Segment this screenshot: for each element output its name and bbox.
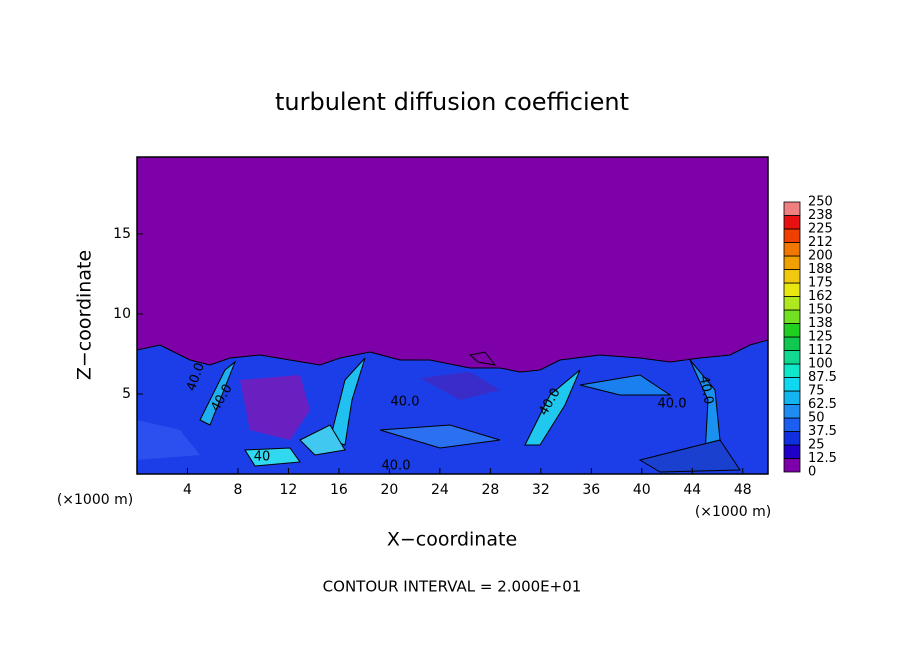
x-tick-label: 24 xyxy=(431,482,449,498)
contour-label: 40 xyxy=(254,450,271,465)
colorbar-label: 188 xyxy=(808,262,833,277)
colorbar-label: 62.5 xyxy=(808,397,837,412)
colorbar-label: 112 xyxy=(808,343,833,358)
colorbar-box xyxy=(783,323,801,338)
colorbar-label: 125 xyxy=(808,330,833,345)
field-region xyxy=(137,420,200,460)
colorbar-label: 212 xyxy=(808,235,833,250)
colorbar-box xyxy=(783,377,801,392)
colorbar-box xyxy=(783,228,801,243)
colorbar-label: 200 xyxy=(808,249,833,264)
y-tick-label: 10 xyxy=(113,306,131,322)
x-tick-label: 16 xyxy=(330,482,348,498)
colorbar-box xyxy=(783,269,801,284)
colorbar-label: 225 xyxy=(808,222,833,237)
colorbar-box xyxy=(783,215,801,230)
field-streak xyxy=(199,360,237,426)
field-streak xyxy=(244,447,301,467)
colorbar-label: 50 xyxy=(808,411,825,426)
colorbar-box xyxy=(783,363,801,378)
x-unit-label: (×1000 m) xyxy=(57,492,133,508)
colorbar-box xyxy=(783,417,801,432)
field-streak xyxy=(579,374,672,396)
colorbar-label: 162 xyxy=(808,289,833,304)
x-tick-label: 28 xyxy=(481,482,499,498)
colorbar-label: 0 xyxy=(808,465,816,480)
x-tick-label: 40 xyxy=(633,482,651,498)
contour-label: 40.0 xyxy=(382,459,411,474)
contour-line xyxy=(468,351,497,366)
colorbar-label: 100 xyxy=(808,357,833,372)
colorbar-label: 37.5 xyxy=(808,424,837,439)
field-streak xyxy=(329,357,366,446)
chart-title: turbulent diffusion coefficient xyxy=(275,88,629,116)
contour-label: 40.0 xyxy=(391,395,420,410)
y-axis-title: Z−coordinate xyxy=(74,250,96,380)
x-tick-label: 32 xyxy=(532,482,550,498)
colorbar-label: 12.5 xyxy=(808,451,837,466)
colorbar-box xyxy=(783,201,801,216)
colorbar-box xyxy=(783,255,801,270)
colorbar-label: 138 xyxy=(808,316,833,331)
colorbar-box xyxy=(783,242,801,257)
x-tick-label: 36 xyxy=(582,482,600,498)
field-region xyxy=(136,339,769,475)
x-tick-label: 4 xyxy=(183,482,192,498)
colorbar-box xyxy=(783,282,801,297)
field-region xyxy=(240,375,310,440)
x-axis-title: X−coordinate xyxy=(387,529,517,551)
colorbar-label: 250 xyxy=(808,195,833,210)
colorbar-label: 150 xyxy=(808,303,833,318)
colorbar-label: 238 xyxy=(808,208,833,223)
colorbar-box xyxy=(783,458,801,473)
field-region xyxy=(420,372,500,400)
colorbar-label: 175 xyxy=(808,276,833,291)
field-streak xyxy=(524,369,581,446)
colorbar-label: 75 xyxy=(808,384,825,399)
plot-frame xyxy=(136,156,769,475)
footnote: CONTOUR INTERVAL = 2.000E+01 xyxy=(323,578,582,596)
y-tick-label: 5 xyxy=(122,386,131,402)
x-tick-label: 48 xyxy=(734,482,752,498)
field-streak xyxy=(299,424,346,456)
x-tick-label: 8 xyxy=(233,482,242,498)
field-streak xyxy=(379,424,501,449)
colorbar-box xyxy=(783,390,801,405)
colorbar-box xyxy=(783,336,801,351)
colorbar-box xyxy=(783,309,801,324)
x-tick-label: 12 xyxy=(280,482,298,498)
contour-label: 40.0 xyxy=(658,397,687,412)
x-tick-label: 20 xyxy=(380,482,398,498)
field-streak xyxy=(638,439,741,473)
colorbar-box xyxy=(783,404,801,419)
colorbar-label: 25 xyxy=(808,438,825,453)
x-unit-label: (×1000 m) xyxy=(695,504,771,520)
colorbar-box xyxy=(783,350,801,365)
field xyxy=(136,157,769,475)
contour-label: 40.0 xyxy=(696,374,716,405)
colorbar-box xyxy=(783,296,801,311)
y-tick-label: 15 xyxy=(113,226,131,242)
colorbar-box xyxy=(783,444,801,459)
x-tick-label: 44 xyxy=(683,482,701,498)
colorbar-box xyxy=(783,431,801,446)
colorbar-label: 87.5 xyxy=(808,370,837,385)
